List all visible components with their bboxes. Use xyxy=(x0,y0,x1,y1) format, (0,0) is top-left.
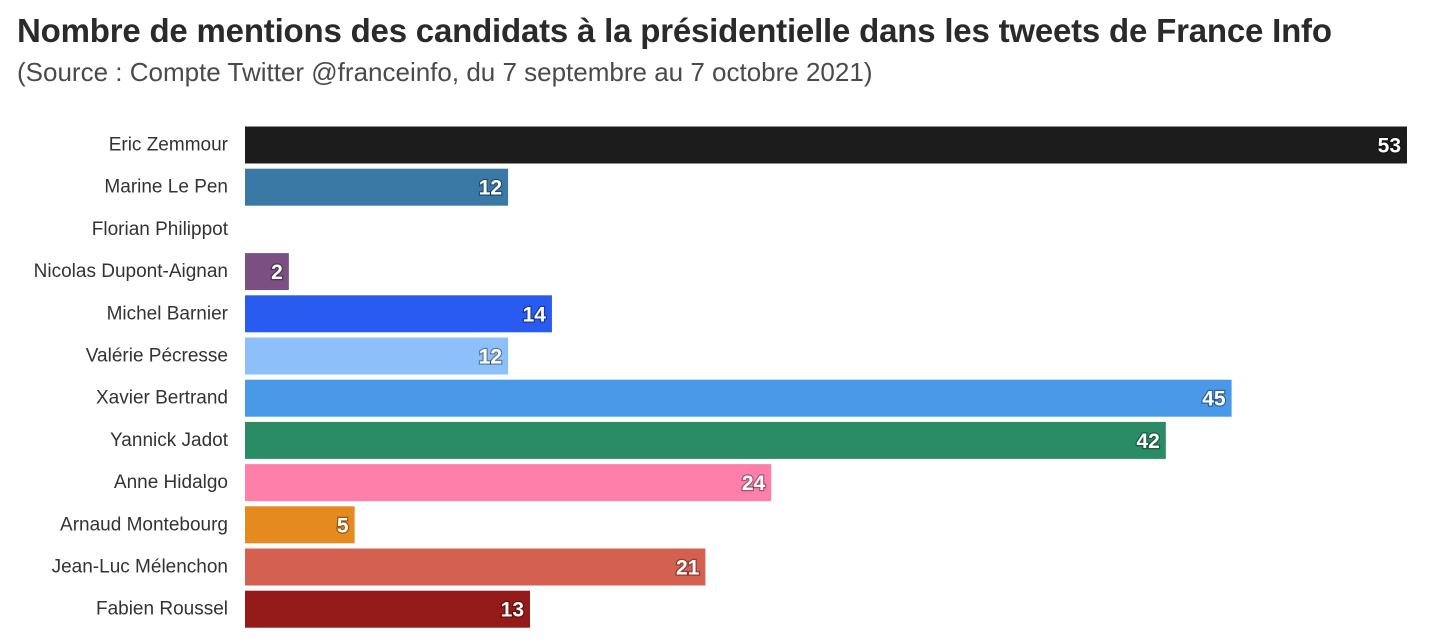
bar xyxy=(245,168,509,206)
data-label: 12 xyxy=(479,177,502,200)
bar xyxy=(245,337,509,375)
chart-title: Nombre de mentions des candidats à la pr… xyxy=(17,12,1332,49)
category-label: Florian Philippot xyxy=(92,219,229,240)
data-label: 45 xyxy=(1202,388,1226,411)
bar xyxy=(245,590,531,628)
chart-subtitle: (Source : Compte Twitter @franceinfo, du… xyxy=(17,57,873,87)
data-label: 14 xyxy=(523,303,547,326)
bar xyxy=(245,548,706,586)
bar xyxy=(245,379,1232,417)
category-label: Valérie Pécresse xyxy=(86,346,228,367)
category-label: Marine Le Pen xyxy=(104,177,228,198)
category-labels: Eric Zemmour Marine Le Pen Florian Philipp… xyxy=(34,135,229,620)
bar xyxy=(245,253,289,291)
category-label: Fabien Roussel xyxy=(96,599,228,620)
category-label: Arnaud Montebourg xyxy=(60,514,228,535)
data-label: 24 xyxy=(742,472,766,495)
bar xyxy=(245,295,552,333)
data-label: 53 xyxy=(1378,135,1401,158)
category-label: Michel Barnier xyxy=(107,303,229,324)
category-label: Anne Hidalgo xyxy=(114,472,228,493)
category-label: Jean-Luc Mélenchon xyxy=(52,557,228,578)
data-label: 21 xyxy=(676,557,700,580)
data-label: 2 xyxy=(271,261,283,284)
value-labels: 53 12 2 14 12 45 42 24 5 21 13 xyxy=(270,133,1402,623)
category-label: Eric Zemmour xyxy=(109,135,229,156)
category-label: Nicolas Dupont-Aignan xyxy=(34,261,228,282)
data-label: 42 xyxy=(1136,430,1159,453)
category-label: Yannick Jadot xyxy=(110,430,229,451)
category-label: Xavier Bertrand xyxy=(96,388,228,409)
data-label: 12 xyxy=(479,346,502,369)
data-label: 5 xyxy=(337,514,349,537)
bars xyxy=(245,126,1407,628)
bar xyxy=(245,421,1166,459)
bar xyxy=(245,506,355,544)
bar xyxy=(245,464,772,502)
data-label: 13 xyxy=(501,599,524,622)
bar xyxy=(245,126,1407,164)
